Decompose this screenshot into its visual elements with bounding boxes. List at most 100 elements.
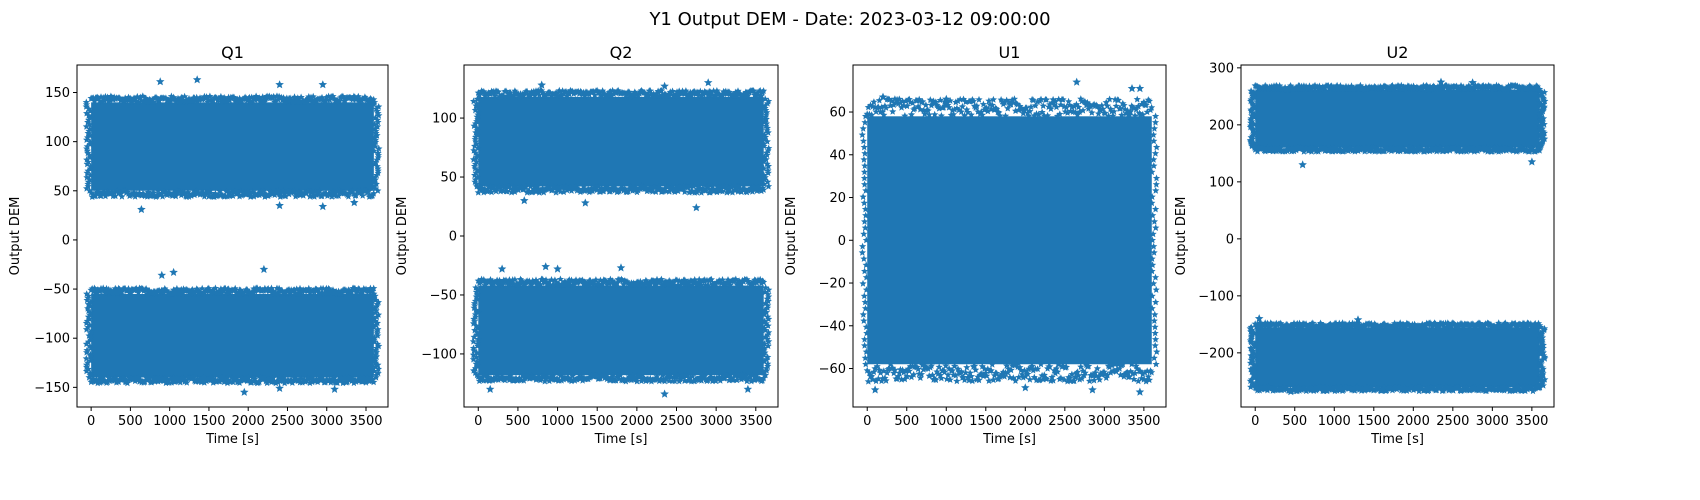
x-tick-label: 3500 [739,414,772,429]
y-axis-label: Output DEM [1174,197,1189,276]
y-tick-label: −200 [1198,346,1234,361]
outlier-point [350,198,359,207]
y-tick-label: 50 [53,184,70,199]
outlier-point [169,267,178,276]
outlier-point [1088,385,1097,394]
outlier-point [541,262,550,271]
band-edge-points [1246,81,1549,155]
outlier-point [703,78,713,87]
x-tick-label: 0 [474,414,482,429]
y-tick-label: −100 [34,332,70,347]
outlier-point [1468,78,1477,87]
scatter-series [82,75,383,396]
x-tick-label: 2500 [1436,414,1469,429]
y-tick-label: 100 [1209,175,1234,190]
band-fill [867,116,1152,365]
subplot-title: Q1 [221,43,244,62]
subplot-title: Q2 [610,43,633,62]
x-tick-label: 3500 [1515,414,1548,429]
outlier-point [1135,387,1145,396]
x-tick-label: 500 [894,414,919,429]
x-tick-label: 0 [87,414,95,429]
subplot-q2: 0 500 1000 1500 2000 2500 3000 3500 −100 −50 0 50 10… [395,43,779,447]
y-tick-label: −100 [1198,289,1234,304]
outlier-point [240,387,249,396]
outlier-point [537,80,546,89]
data-band-1 [1246,81,1549,155]
outlier-point [581,198,590,207]
x-tick-label: 2500 [1048,414,1081,429]
x-tick-label: 2000 [232,414,265,429]
subplot-q1: 0 500 1000 1500 2000 2500 3000 3500 −150 −100 −50 0… [8,43,389,447]
outlier-point [156,77,165,86]
outlier-point [1527,157,1537,166]
y-tick-label: 40 [829,148,846,163]
x-axis-label: Time [s] [205,432,259,447]
scatter-series [469,78,773,398]
outlier-point [878,92,888,101]
outlier-point [1072,77,1081,86]
outlier-point [157,270,167,279]
x-tick-label: 1000 [930,414,963,429]
data-band-1 [82,92,383,200]
outlier-point [497,264,507,273]
x-tick-label: 3000 [310,414,343,429]
y-tick-label: −40 [819,319,846,334]
x-tick-label: 500 [506,414,531,429]
y-tick-label: 60 [829,106,846,121]
y-axis-label: Output DEM [395,197,410,276]
x-tick-label: 2500 [660,414,693,429]
axes-frame [852,64,1167,408]
outlier-point [1127,84,1137,93]
y-tick-label: 0 [838,234,846,249]
outlier-point [743,384,753,393]
outlier-point [616,263,626,272]
outlier-point [692,203,701,212]
y-tick-label: 0 [449,230,457,245]
band-fill [478,285,764,376]
subplot-u1: 0 500 1000 1500 2000 2500 3000 3500 −60 −40 −20 0 20… [784,43,1167,447]
x-axis-label: Time [s] [594,432,648,447]
y-tick-label: −60 [819,362,846,377]
x-tick-label: 1500 [192,414,225,429]
y-tick-label: −20 [819,277,846,292]
band-fill [1255,327,1540,388]
outlier-point [318,202,328,211]
subplot-u2: 0 500 1000 1500 2000 2500 3000 3500 −200 −100 0 100… [1174,43,1555,447]
y-tick-label: 0 [62,233,70,248]
x-tick-label: 500 [118,414,143,429]
outlier-point [1135,84,1145,93]
y-tick-label: −50 [43,283,70,298]
outlier-point [1353,315,1363,324]
x-tick-label: 3000 [700,414,733,429]
outlier-point [275,383,284,392]
y-tick-label: 100 [45,135,70,150]
outlier-point [660,389,669,398]
data-band-2 [469,275,773,385]
band-fill [91,293,374,378]
x-tick-label: 3500 [349,414,382,429]
outlier-point [1377,386,1386,395]
outlier-point [275,80,284,89]
data-band-1 [858,95,1161,385]
band-edge-points [469,86,773,196]
y-tick-label: 100 [432,112,457,127]
y-tick-label: 0 [1226,232,1234,247]
y-tick-label: −50 [430,288,457,303]
y-tick-label: −150 [34,381,70,396]
scatter-series [1246,77,1549,396]
x-tick-label: 1000 [1318,414,1351,429]
scatter-series [858,77,1161,396]
y-tick-label: 150 [45,86,70,101]
x-tick-label: 3500 [1127,414,1160,429]
axes-frame [1240,64,1555,408]
x-tick-label: 2000 [620,414,653,429]
outlier-point [553,264,562,273]
y-axis-label: Output DEM [8,197,23,276]
y-tick-label: −100 [421,347,457,362]
x-tick-label: 2500 [271,414,304,429]
data-band-1 [469,86,773,196]
outlier-point [942,94,951,103]
outlier-point [192,75,202,84]
